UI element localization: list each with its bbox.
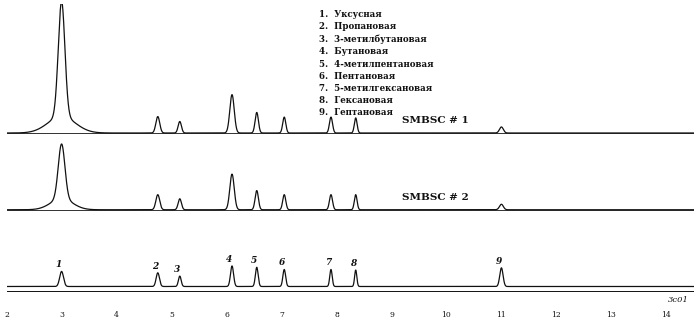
Text: 2: 2	[152, 262, 158, 271]
Text: 4: 4	[226, 255, 232, 264]
Text: 6: 6	[279, 258, 285, 267]
Text: SMBSC # 1: SMBSC # 1	[403, 116, 469, 125]
Text: 3: 3	[174, 265, 180, 274]
Text: 8: 8	[350, 259, 356, 268]
Text: 1: 1	[55, 260, 61, 269]
Text: 9: 9	[496, 257, 502, 266]
Text: SMBSC # 2: SMBSC # 2	[403, 192, 469, 202]
Text: 1.  Уксусная
2.  Пропановая
3.  3-метилбутановая
4.  Бутановая
5.  4-метилпентан: 1. Уксусная 2. Пропановая 3. 3-метилбута…	[319, 10, 433, 117]
Text: 5: 5	[251, 256, 257, 265]
Text: 7: 7	[325, 258, 332, 267]
Text: 3с01: 3с01	[668, 296, 689, 304]
